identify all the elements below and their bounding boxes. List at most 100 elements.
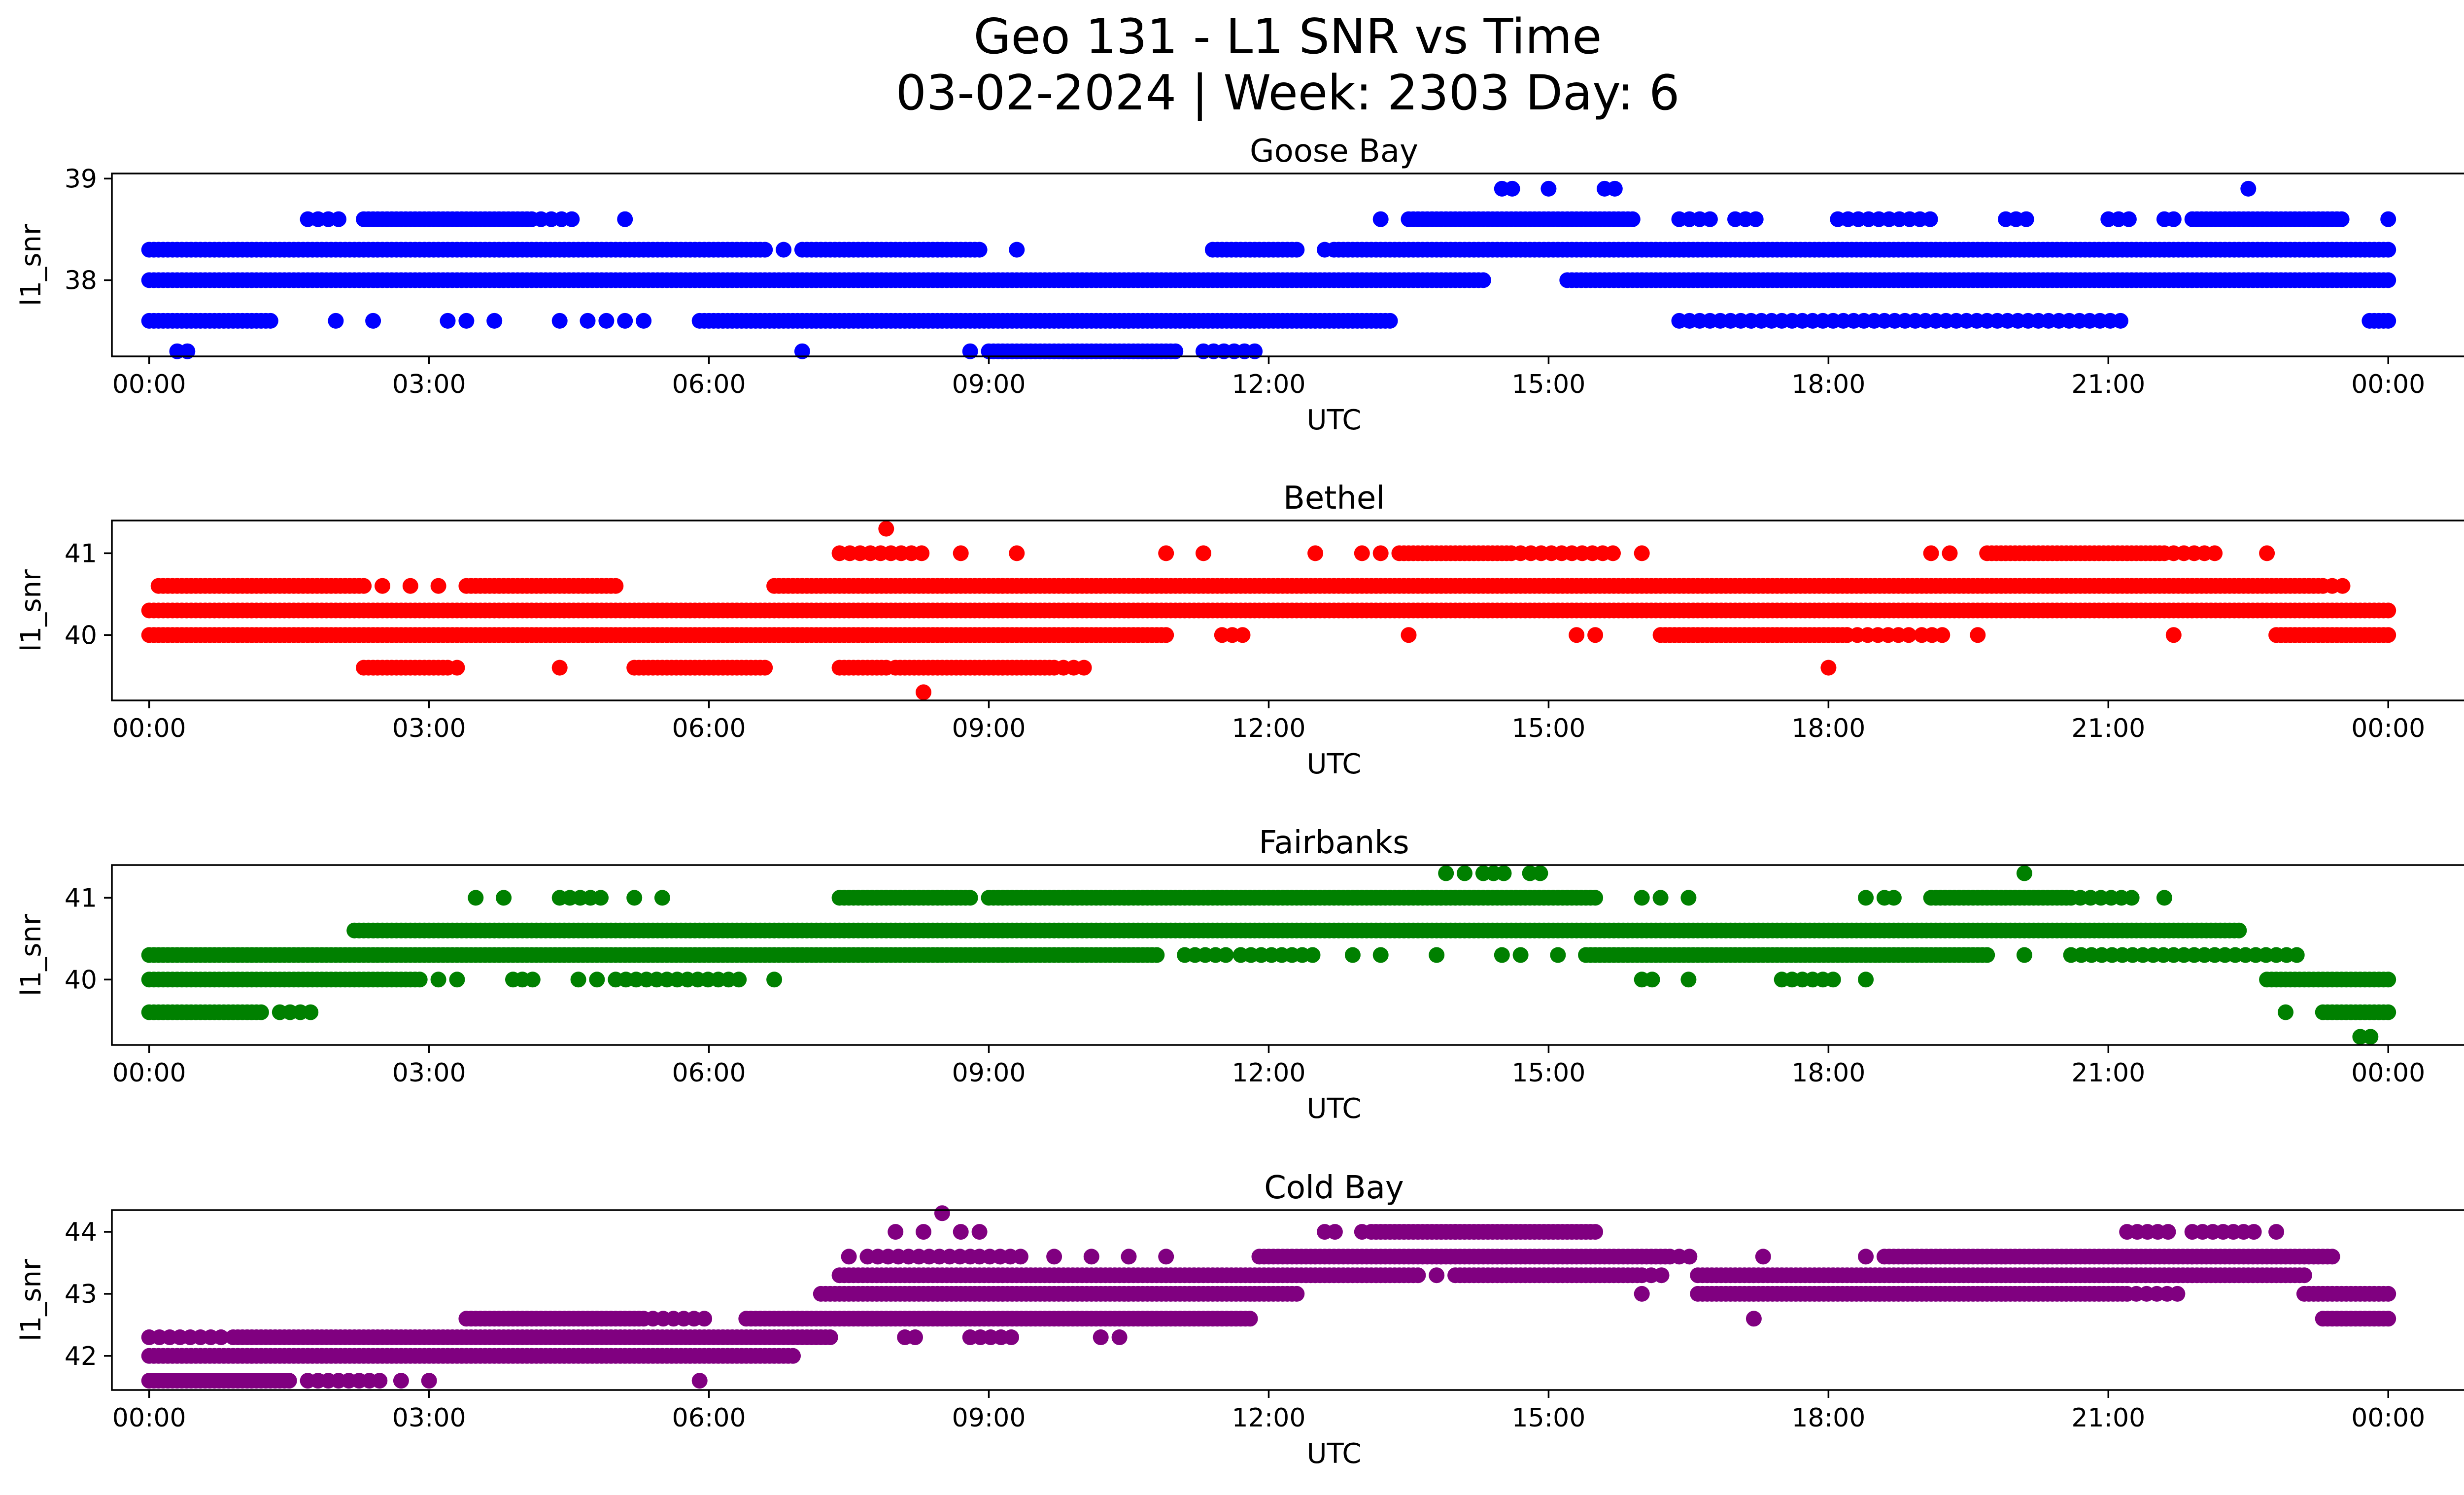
data-point <box>1979 947 1995 963</box>
y-tick-label: 41 <box>65 539 97 568</box>
points-cold-bay <box>141 1205 2396 1389</box>
data-point <box>1076 660 1092 676</box>
data-point <box>1158 627 1174 643</box>
data-point <box>458 313 475 329</box>
data-point <box>393 1373 409 1389</box>
data-point <box>262 313 278 329</box>
data-point <box>1644 972 1660 988</box>
data-point <box>1438 865 1454 881</box>
data-point <box>524 972 541 988</box>
data-point <box>1457 865 1472 881</box>
x-tick-label: 21:00 <box>2071 1058 2145 1088</box>
data-point <box>331 211 346 227</box>
series-row-41_3 <box>878 521 894 537</box>
data-point <box>1512 947 1529 963</box>
data-point <box>916 684 931 700</box>
data-point <box>794 343 810 359</box>
data-point <box>1653 1267 1670 1284</box>
data-point <box>1289 242 1305 258</box>
data-point <box>1093 1329 1109 1345</box>
data-point <box>551 660 568 676</box>
x-axis-label: UTC <box>1306 748 1361 780</box>
data-point <box>440 313 456 329</box>
data-point <box>1825 972 1841 988</box>
data-point <box>449 660 465 676</box>
series-row-40_3 <box>141 947 2305 963</box>
x-tick-label: 18:00 <box>1791 714 1865 743</box>
x-tick-label: 06:00 <box>672 370 746 399</box>
x-tick-label: 15:00 <box>1511 1058 1585 1088</box>
data-point <box>2380 1004 2396 1020</box>
data-point <box>570 972 586 988</box>
data-point <box>1167 343 1184 359</box>
data-point <box>731 972 747 988</box>
y-tick-label: 41 <box>65 883 97 913</box>
data-point <box>1196 545 1211 561</box>
data-point <box>636 313 652 329</box>
data-point <box>971 242 988 258</box>
data-point <box>766 972 783 988</box>
data-point <box>1344 947 1361 963</box>
data-point <box>962 890 978 906</box>
data-point <box>411 972 428 988</box>
data-point <box>2231 922 2247 939</box>
x-tick-label: 03:00 <box>392 1058 466 1088</box>
series-row-39_6 <box>141 1004 2396 1020</box>
data-point <box>1372 545 1389 561</box>
data-point <box>1934 627 1951 643</box>
data-point <box>1003 1329 1019 1345</box>
data-point <box>1158 545 1174 561</box>
panel-title-cold-bay: Cold Bay <box>1264 1170 1404 1206</box>
data-point <box>402 578 418 594</box>
series-row-40_6 <box>150 578 2351 594</box>
data-point <box>1970 627 1986 643</box>
data-point <box>608 578 624 594</box>
data-point <box>1745 1311 1762 1327</box>
data-point <box>213 1329 229 1345</box>
plot-frame-bethel <box>111 520 2464 701</box>
data-point <box>421 1373 437 1389</box>
data-point <box>1304 947 1321 963</box>
series-row-43_3 <box>831 1267 2312 1284</box>
data-point <box>1587 627 1604 643</box>
data-point <box>1009 242 1025 258</box>
data-point <box>1401 627 1417 643</box>
series-row-39_3 <box>2352 1029 2379 1045</box>
points-fairbanks <box>141 865 2396 1045</box>
data-point <box>1942 545 1958 561</box>
data-point <box>1496 865 1512 881</box>
data-point <box>580 313 596 329</box>
data-point <box>1289 1286 1305 1302</box>
data-point <box>2380 627 2396 643</box>
series-row-41 <box>468 890 2172 906</box>
y-axis-label: l1_snr <box>15 223 47 306</box>
data-point <box>2380 1311 2396 1327</box>
points-goose-bay <box>141 180 2396 359</box>
series-row-38 <box>141 272 2396 288</box>
series-row-37_3 <box>169 343 1263 359</box>
data-point <box>2380 242 2396 258</box>
x-tick-label: 03:00 <box>392 714 466 743</box>
data-point <box>1605 545 1621 561</box>
data-point <box>2018 211 2034 227</box>
x-tick-label: 18:00 <box>1791 1058 1865 1088</box>
data-point <box>654 890 670 906</box>
data-point <box>2362 1029 2379 1045</box>
data-point <box>1923 545 1939 561</box>
series-row-40 <box>141 972 2396 988</box>
data-point <box>2112 313 2128 329</box>
data-point <box>757 660 773 676</box>
x-tick-label: 09:00 <box>952 714 1026 743</box>
data-point <box>2380 602 2396 619</box>
y-tick-label: 40 <box>65 621 97 650</box>
x-tick-label: 00:00 <box>112 714 186 743</box>
series-row-41 <box>831 545 2275 561</box>
series-row-40 <box>141 627 2396 643</box>
data-point <box>328 313 344 329</box>
data-point <box>1550 947 1566 963</box>
data-point <box>2165 211 2182 227</box>
x-tick-label: 12:00 <box>1232 714 1306 743</box>
points-bethel <box>141 521 2396 700</box>
